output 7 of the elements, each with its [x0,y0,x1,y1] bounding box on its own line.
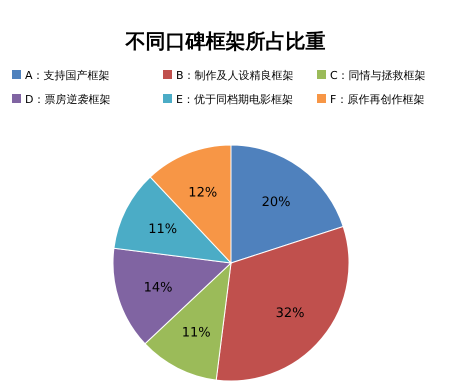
data-label: 32% [276,306,305,321]
data-label: 20% [262,194,291,210]
chart-title: 不同口碑框架所占比重 [124,29,326,53]
data-label: 11% [148,222,178,238]
data-label: 12% [188,186,218,201]
data-label: 14% [144,280,173,296]
data-label: 11% [182,325,211,340]
